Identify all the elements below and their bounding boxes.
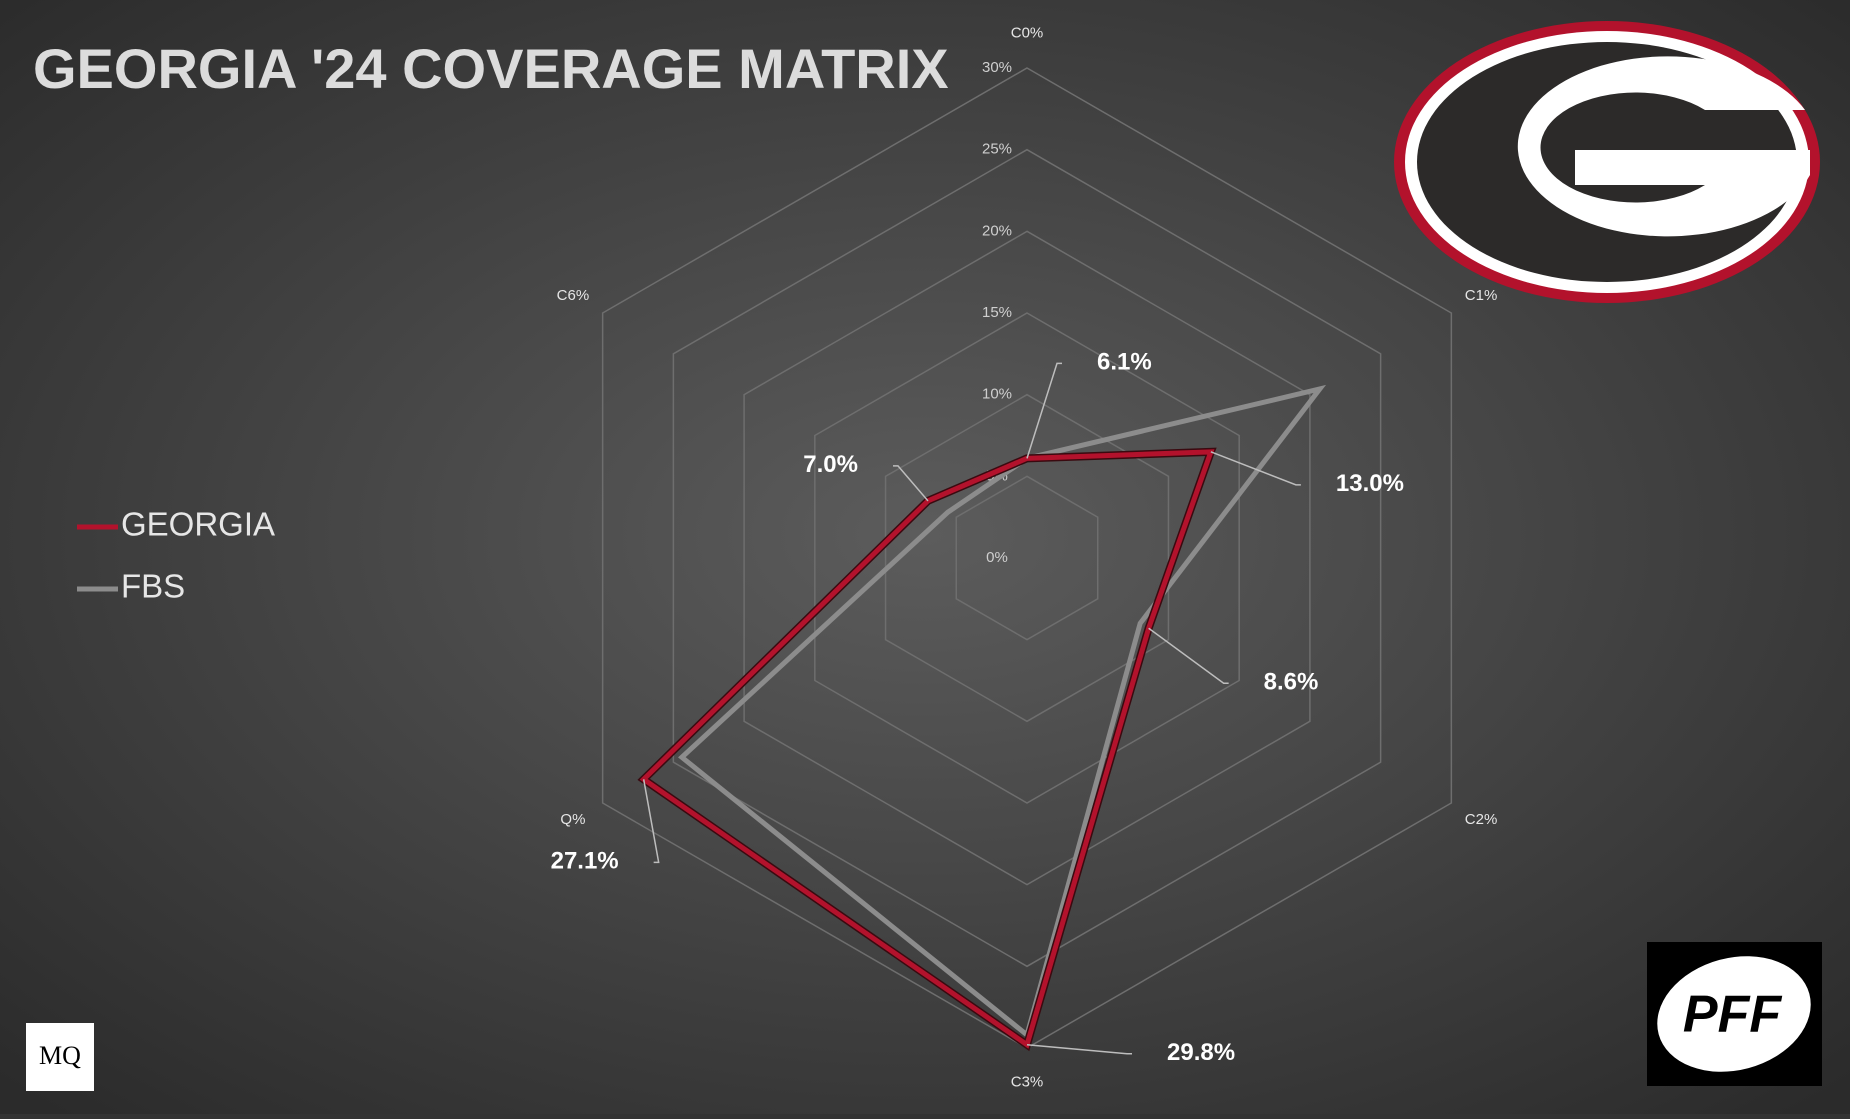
grid-line	[743, 230, 1311, 886]
data-label: 27.1%	[551, 848, 619, 875]
legend-label: FBS	[121, 568, 185, 605]
grid-line	[955, 475, 1099, 641]
grid-line	[672, 148, 1382, 968]
leader-line	[1210, 451, 1301, 486]
axis-label: C0%	[1011, 25, 1044, 42]
axis-label: C6%	[557, 287, 590, 304]
leader-line	[1026, 1043, 1132, 1055]
pff-logo: PFF	[1647, 942, 1822, 1086]
pff-text: PFF	[1683, 986, 1782, 1044]
legend-label: GEORGIA	[121, 506, 275, 543]
r-tick-label: 0%	[986, 549, 1008, 566]
grid-line	[884, 393, 1170, 723]
axis-label: Q%	[560, 811, 585, 828]
axis-label: C3%	[1011, 1073, 1044, 1090]
r-tick-label: 15%	[982, 304, 1012, 321]
r-tick-label: 25%	[982, 141, 1012, 158]
chart-title: GEORGIA '24 COVERAGE MATRIX	[33, 37, 949, 100]
leader-line	[1026, 362, 1062, 459]
r-tick-label: 10%	[982, 386, 1012, 403]
mq-text: MQ	[39, 1041, 81, 1070]
georgia-logo	[1394, 21, 1820, 303]
data-label: 8.6%	[1264, 669, 1319, 696]
axis-label: C2%	[1465, 811, 1498, 828]
data-label: 7.0%	[803, 451, 858, 478]
axis-label: C1%	[1465, 287, 1498, 304]
leader-line	[642, 779, 660, 864]
grid-line	[814, 312, 1240, 804]
r-tick-label: 20%	[982, 222, 1012, 239]
mq-logo: MQ	[26, 1023, 94, 1091]
leader-line	[892, 465, 929, 502]
r-tick-label: 30%	[982, 59, 1012, 76]
data-label: 6.1%	[1097, 349, 1152, 376]
data-label: 29.8%	[1167, 1039, 1235, 1066]
leader-line	[1148, 627, 1229, 684]
data-label: 13.0%	[1336, 470, 1404, 497]
